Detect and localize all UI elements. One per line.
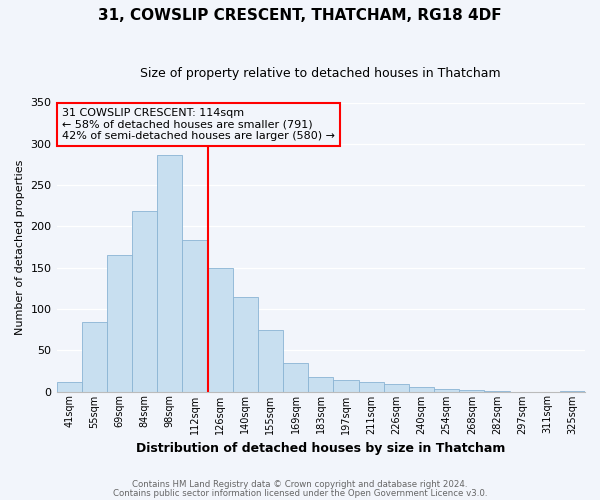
Bar xyxy=(308,376,334,392)
Title: Size of property relative to detached houses in Thatcham: Size of property relative to detached ho… xyxy=(140,68,501,80)
Bar xyxy=(359,382,383,392)
Bar xyxy=(409,386,434,392)
Bar xyxy=(233,298,258,392)
Text: 31, COWSLIP CRESCENT, THATCHAM, RG18 4DF: 31, COWSLIP CRESCENT, THATCHAM, RG18 4DF xyxy=(98,8,502,22)
Bar xyxy=(208,268,233,392)
Bar xyxy=(383,384,409,392)
Text: 31 COWSLIP CRESCENT: 114sqm
← 58% of detached houses are smaller (791)
42% of se: 31 COWSLIP CRESCENT: 114sqm ← 58% of det… xyxy=(62,108,335,142)
Text: Contains HM Land Registry data © Crown copyright and database right 2024.: Contains HM Land Registry data © Crown c… xyxy=(132,480,468,489)
Bar xyxy=(484,390,509,392)
Bar xyxy=(132,212,157,392)
Bar xyxy=(258,330,283,392)
Bar xyxy=(459,390,484,392)
Bar xyxy=(334,380,359,392)
Bar xyxy=(283,362,308,392)
Bar xyxy=(434,389,459,392)
Bar xyxy=(157,154,182,392)
Bar xyxy=(182,240,208,392)
Bar xyxy=(82,322,107,392)
Bar xyxy=(56,382,82,392)
Bar xyxy=(107,256,132,392)
X-axis label: Distribution of detached houses by size in Thatcham: Distribution of detached houses by size … xyxy=(136,442,505,455)
Y-axis label: Number of detached properties: Number of detached properties xyxy=(15,160,25,334)
Bar xyxy=(560,390,585,392)
Text: Contains public sector information licensed under the Open Government Licence v3: Contains public sector information licen… xyxy=(113,489,487,498)
